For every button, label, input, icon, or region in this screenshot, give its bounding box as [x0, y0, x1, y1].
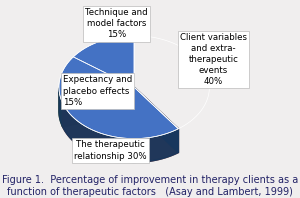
- Polygon shape: [59, 57, 134, 103]
- Text: Technique and
model factors
15%: Technique and model factors 15%: [85, 8, 148, 39]
- Polygon shape: [63, 87, 134, 127]
- Polygon shape: [134, 87, 178, 152]
- Polygon shape: [134, 87, 178, 152]
- Polygon shape: [63, 103, 178, 162]
- Text: Client variables
and extra-
therapeutic
events
40%: Client variables and extra- therapeutic …: [180, 33, 247, 86]
- Polygon shape: [59, 89, 178, 162]
- Text: The therapeutic
relationship 30%: The therapeutic relationship 30%: [74, 140, 147, 161]
- Polygon shape: [59, 88, 63, 127]
- Text: Figure 1.  Percentage of improvement in therapy clients as a: Figure 1. Percentage of improvement in t…: [2, 175, 298, 185]
- Polygon shape: [73, 36, 134, 87]
- Polygon shape: [59, 36, 178, 139]
- Polygon shape: [63, 87, 134, 127]
- Polygon shape: [63, 87, 178, 139]
- Text: function of therapeutic factors   (Asay and Lambert, 1999): function of therapeutic factors (Asay an…: [7, 187, 293, 197]
- Text: Expectancy and
placebo effects
15%: Expectancy and placebo effects 15%: [63, 75, 132, 107]
